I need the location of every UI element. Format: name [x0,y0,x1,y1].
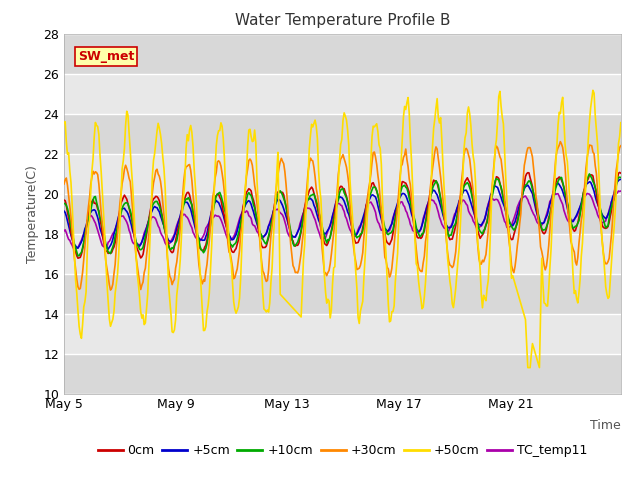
+30cm [107,287,115,293]
+50cm [234,307,241,313]
Text: Time: Time [590,419,621,432]
Line: 0cm: 0cm [64,172,621,258]
+10cm [74,253,82,259]
Line: +10cm: +10cm [64,174,621,256]
Y-axis label: Temperature(C): Temperature(C) [26,165,39,263]
+5cm [617,177,625,182]
Bar [64,193,621,234]
+50cm [399,136,406,142]
TC_temp11 [373,216,381,221]
+10cm [399,183,407,189]
0cm [234,237,242,243]
+10cm [60,201,68,206]
0cm [567,220,575,226]
Line: +30cm: +30cm [64,142,621,290]
+5cm [60,208,68,214]
0cm [74,255,82,261]
+5cm [234,224,242,229]
+30cm [234,257,242,263]
0cm [399,179,407,185]
TC_temp11 [60,228,68,234]
TC_temp11 [73,245,81,251]
0cm [616,169,623,175]
0cm [617,170,625,176]
+50cm [617,120,625,126]
+50cm [589,87,596,93]
Line: +50cm: +50cm [64,90,621,368]
Title: Water Temperature Profile B: Water Temperature Profile B [235,13,450,28]
TC_temp11 [567,219,575,225]
+50cm [372,122,380,128]
0cm [373,188,381,194]
+50cm [469,154,477,159]
TC_temp11 [617,188,625,194]
+30cm [399,155,407,160]
+50cm [295,312,303,317]
0cm [60,197,68,203]
+10cm [296,232,304,238]
+5cm [373,197,381,203]
Bar [64,114,621,154]
TC_temp11 [614,188,622,194]
TC_temp11 [296,221,304,227]
Legend: 0cm, +5cm, +10cm, +30cm, +50cm, TC_temp11: 0cm, +5cm, +10cm, +30cm, +50cm, TC_temp1… [93,440,592,462]
Bar [64,354,621,394]
TC_temp11 [399,203,407,208]
Bar [64,34,621,73]
+30cm [60,181,68,187]
Text: SW_met: SW_met [78,50,134,63]
+10cm [373,188,381,193]
Bar [64,313,621,354]
Line: +5cm: +5cm [64,180,621,249]
Bar [64,73,621,114]
TC_temp11 [470,220,478,226]
+30cm [373,162,381,168]
+10cm [470,204,478,209]
+30cm [296,258,304,264]
+5cm [470,212,478,217]
TC_temp11 [234,220,242,226]
+10cm [617,175,625,180]
+50cm [567,227,575,232]
+50cm [60,120,68,126]
0cm [470,209,478,215]
+10cm [234,231,242,237]
Bar [64,274,621,313]
Line: TC_temp11: TC_temp11 [64,191,621,248]
+10cm [586,171,593,177]
+10cm [567,219,575,225]
+5cm [399,191,407,196]
+30cm [568,242,576,248]
+5cm [104,246,112,252]
+30cm [470,199,478,205]
+5cm [567,217,575,223]
+5cm [296,224,304,230]
Bar [64,234,621,274]
Bar [64,154,621,193]
+30cm [557,139,564,144]
0cm [296,234,304,240]
+50cm [536,365,543,371]
+30cm [617,143,625,149]
